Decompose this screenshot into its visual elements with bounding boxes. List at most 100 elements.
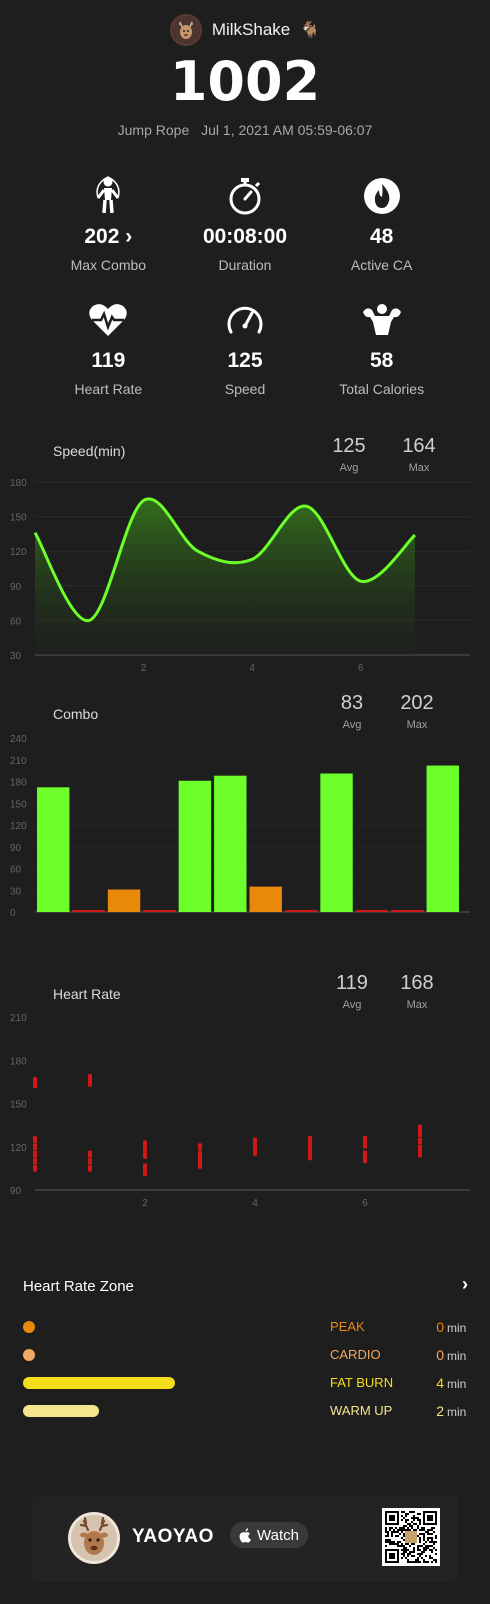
qr-module: [431, 1545, 433, 1547]
qr-module: [429, 1545, 431, 1547]
qr-module: [407, 1513, 409, 1515]
combo-bar: [284, 910, 318, 912]
qr-module: [425, 1549, 427, 1551]
qr-module: [397, 1535, 399, 1537]
zone-row: CARDIO 0 min: [0, 1345, 490, 1365]
qr-module: [401, 1529, 403, 1531]
qr-finder: [389, 1515, 395, 1521]
heart-point: [33, 1143, 37, 1151]
heart-y-tick: 120: [10, 1143, 27, 1154]
heart-point: [308, 1153, 312, 1161]
workout-header: MilkShake 🐐 1002 Jump Rope Jul 1, 2021 A…: [0, 12, 490, 138]
combo-max: 202 Max: [387, 692, 447, 731]
qr-module: [419, 1523, 421, 1525]
qr-module: [391, 1527, 393, 1529]
qr-module: [397, 1541, 399, 1543]
qr-module: [391, 1531, 393, 1533]
chevron-right-icon[interactable]: ›: [462, 1274, 468, 1294]
speed-avg-label: Avg: [339, 462, 359, 474]
qr-module: [393, 1543, 395, 1545]
qr-module: [411, 1511, 413, 1513]
heart-chart-section: Heart Rate 119 Avg 168 Max 90 120 150 180 21…: [0, 970, 490, 1240]
qr-module: [387, 1539, 389, 1541]
qr-module: [423, 1549, 425, 1551]
heart-point: [33, 1157, 37, 1165]
qr-finder: [427, 1515, 433, 1521]
qr-module: [407, 1519, 409, 1521]
qr-module: [417, 1561, 419, 1563]
zone-unit: min: [447, 1377, 467, 1391]
qr-module: [423, 1559, 425, 1561]
qr-module: [421, 1533, 423, 1535]
qr-module: [411, 1543, 413, 1545]
qr-module: [393, 1531, 395, 1533]
qr-module: [419, 1541, 421, 1543]
qr-module: [419, 1539, 421, 1541]
qr-module: [421, 1553, 423, 1555]
qr-module: [409, 1511, 411, 1513]
qr-code[interactable]: [382, 1508, 440, 1566]
qr-module: [427, 1561, 429, 1563]
qr-module: [405, 1557, 407, 1559]
heart-point: [308, 1136, 312, 1144]
deer-avatar-icon: [171, 16, 200, 44]
qr-module: [421, 1557, 423, 1559]
qr-module: [407, 1529, 409, 1531]
combo-chart[interactable]: 0 30 60 90 120 150 180 210 240: [0, 690, 490, 940]
heart-max: 168 Max: [387, 972, 447, 1011]
qr-code-icon: [385, 1511, 437, 1563]
combo-bar: [143, 910, 176, 912]
qr-module: [397, 1545, 399, 1547]
qr-module: [389, 1527, 391, 1529]
qr-module: [429, 1549, 431, 1551]
combo-bar: [214, 775, 247, 912]
qr-module: [423, 1561, 425, 1563]
apple-watch-badge[interactable]: Watch: [230, 1522, 308, 1548]
qr-module: [389, 1541, 391, 1543]
combo-chart-section: Combo 83 Avg 202 Max 0 30 60 90 120 150 180 210…: [0, 690, 490, 940]
heart-point: [143, 1169, 147, 1177]
combo-y-tick: 0: [10, 908, 16, 919]
qr-module: [427, 1545, 429, 1547]
qr-module: [401, 1549, 403, 1551]
qr-module: [385, 1535, 387, 1537]
qr-module: [395, 1543, 397, 1545]
heart-y-tick: 150: [10, 1100, 27, 1111]
zone-bar: [23, 1349, 35, 1361]
qr-module: [425, 1555, 427, 1557]
speed-max-value: 164: [402, 435, 436, 457]
stat-max-combo[interactable]: 202 › Max Combo: [40, 175, 177, 279]
qr-module: [425, 1545, 427, 1547]
qr-module: [433, 1547, 435, 1549]
heart-avg-label: Avg: [342, 999, 362, 1011]
qr-finder: [389, 1553, 395, 1559]
heart-point: [308, 1147, 312, 1155]
zone-unit: min: [447, 1349, 467, 1363]
qr-module: [397, 1529, 399, 1531]
qr-module: [401, 1515, 403, 1517]
speed-area-fill: [35, 498, 415, 655]
qr-module: [403, 1511, 405, 1513]
heart-pulse-icon: [40, 299, 177, 341]
heart-point: [198, 1161, 202, 1169]
qr-module: [387, 1535, 389, 1537]
max-combo-value: 202 ›: [84, 225, 133, 248]
qr-module: [403, 1539, 405, 1541]
flame-icon: [313, 175, 450, 217]
heart-point: [363, 1136, 367, 1144]
speed-chart-section: Speed(min) 125 Avg 164 Max 30 60 90 120 150 1…: [0, 430, 490, 690]
qr-module: [419, 1555, 421, 1557]
heart-chart[interactable]: 90 120 150 180 210 2 4 6: [0, 970, 490, 1240]
qr-module: [411, 1525, 413, 1527]
qr-module: [431, 1541, 433, 1543]
qr-module: [415, 1523, 417, 1525]
heart-point: [308, 1141, 312, 1149]
heart-max-value: 168: [400, 972, 434, 994]
avatar[interactable]: [169, 14, 202, 46]
heart-y-tick: 90: [10, 1186, 22, 1197]
speed-chart[interactable]: 30 60 90 120 150 180 2 4 6: [0, 430, 490, 690]
qr-module: [407, 1523, 409, 1525]
qr-module: [399, 1529, 401, 1531]
heart-rate-label: Heart Rate: [74, 381, 143, 397]
combo-bar: [72, 910, 105, 912]
